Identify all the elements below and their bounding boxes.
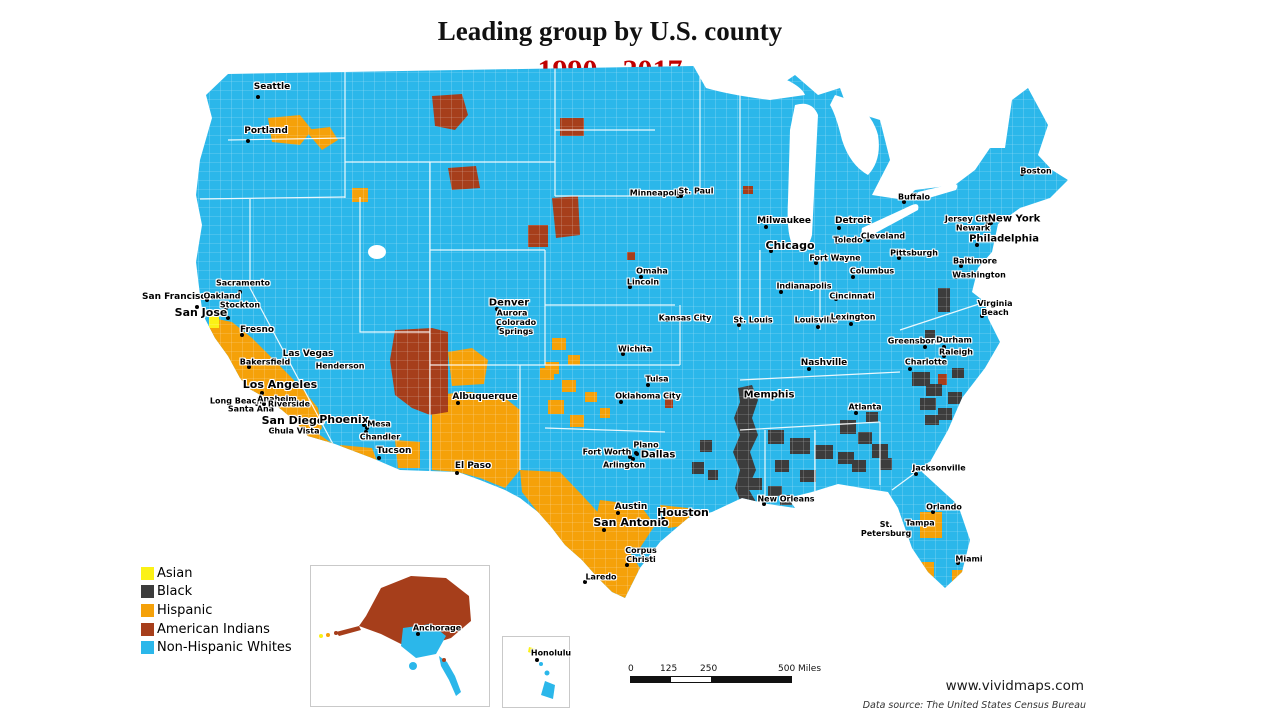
legend-swatch-black (141, 585, 154, 599)
legend-label: Black (157, 584, 193, 600)
legend-row: Hispanic (141, 601, 292, 620)
legend-label: Non-Hispanic Whites (157, 640, 292, 656)
lakes (368, 60, 958, 259)
legend-swatch-american_indians (141, 622, 154, 636)
page-title: Leading group by U.S. county (437, 16, 783, 46)
alaska-peninsula (336, 626, 361, 636)
alaska-dot (442, 658, 446, 662)
scale-tick-label: 500 Miles (778, 664, 822, 674)
scale-bar-segment (671, 677, 711, 682)
kauai-asian (528, 647, 536, 654)
hawaii-map (528, 647, 555, 699)
alaska-southcentral-region (401, 624, 446, 658)
legend-swatch-asian (141, 566, 154, 580)
legend-label: American Indians (157, 621, 270, 637)
scale-tick-label: 0 (628, 664, 634, 674)
scale-bar: 0 125 250 500 Miles (628, 664, 830, 690)
state-borders (199, 66, 986, 500)
alaska-map (319, 576, 471, 696)
legend-swatch-non_hispanic_whites (141, 641, 154, 655)
legend-row: Non-Hispanic Whites (141, 638, 292, 657)
scale-tick-label: 125 (660, 664, 678, 674)
scale-bar-segments (630, 676, 792, 683)
scale-tick-label: 250 (700, 664, 718, 674)
legend-row: Asian (141, 564, 292, 583)
scale-bar-segment (631, 677, 671, 682)
aleutian-island (334, 631, 338, 635)
legend-row: American Indians (141, 620, 292, 639)
legend-label: Asian (157, 565, 193, 581)
aleutian-island-asian (319, 634, 323, 638)
scale-bar-segment (711, 677, 791, 682)
aleutian-island (326, 633, 330, 637)
alaska-native-region (359, 576, 471, 646)
website-text: www.vividmaps.com (945, 678, 1084, 694)
big-island (541, 681, 555, 699)
legend: Asian Black Hispanic American Indians Non-Hi… (141, 564, 292, 657)
legend-swatch-hispanic (141, 603, 154, 617)
alaska-inset (310, 565, 490, 707)
legend-row: Black (141, 583, 292, 602)
oahu (539, 662, 543, 666)
alaska-panhandle (439, 656, 461, 696)
maui (544, 670, 550, 676)
hawaii-inset (502, 636, 570, 708)
kodiak-island (409, 662, 417, 670)
data-source-text: Data source: The United States Census Bu… (862, 700, 1086, 711)
legend-label: Hispanic (157, 602, 213, 618)
